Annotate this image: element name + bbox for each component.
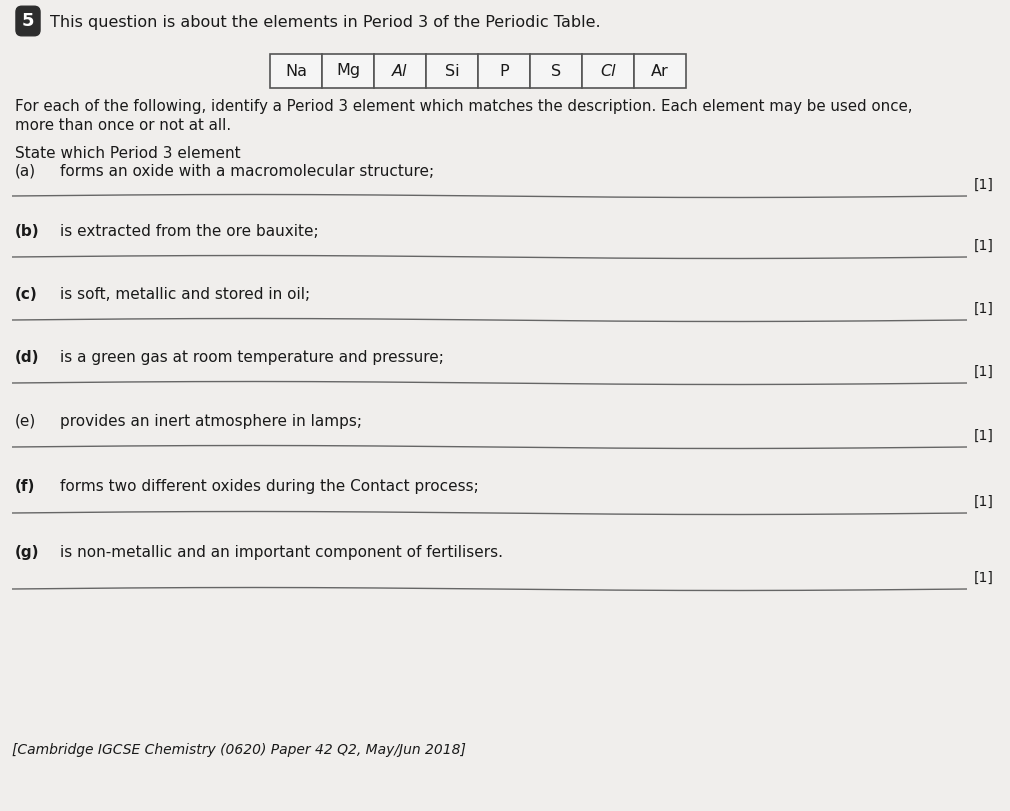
Text: (g): (g) (15, 545, 39, 560)
Text: Ar: Ar (651, 63, 669, 79)
Text: provides an inert atmosphere in lamps;: provides an inert atmosphere in lamps; (60, 414, 362, 429)
Text: [Cambridge IGCSE Chemistry (0620) Paper 42 Q2, May/Jun 2018]: [Cambridge IGCSE Chemistry (0620) Paper … (12, 743, 466, 757)
Text: [1]: [1] (974, 429, 994, 443)
Text: (d): (d) (15, 350, 39, 365)
Text: more than once or not at all.: more than once or not at all. (15, 118, 231, 133)
Text: [1]: [1] (974, 302, 994, 316)
Text: forms two different oxides during the Contact process;: forms two different oxides during the Co… (60, 479, 479, 494)
Text: [1]: [1] (974, 495, 994, 509)
Text: [1]: [1] (974, 365, 994, 379)
Text: (e): (e) (15, 414, 36, 429)
Text: State which Period 3 element: State which Period 3 element (15, 146, 240, 161)
Text: For each of the following, identify a Period 3 element which matches the descrip: For each of the following, identify a Pe… (15, 99, 912, 114)
Text: (a): (a) (15, 164, 36, 179)
Text: P: P (499, 63, 509, 79)
Text: S: S (550, 63, 562, 79)
Text: is extracted from the ore bauxite;: is extracted from the ore bauxite; (60, 224, 318, 239)
Text: is soft, metallic and stored in oil;: is soft, metallic and stored in oil; (60, 287, 310, 302)
Text: [1]: [1] (974, 239, 994, 253)
Bar (270, 54, 322, 88)
Text: 5: 5 (22, 12, 34, 30)
Text: [1]: [1] (974, 178, 994, 192)
Text: is a green gas at room temperature and pressure;: is a green gas at room temperature and p… (60, 350, 443, 365)
Text: forms an oxide with a macromolecular structure;: forms an oxide with a macromolecular str… (60, 164, 434, 179)
Text: Mg: Mg (336, 63, 360, 79)
Bar (478, 54, 530, 88)
Text: (c): (c) (15, 287, 37, 302)
Bar (374, 54, 426, 88)
Text: [1]: [1] (974, 571, 994, 585)
Text: (b): (b) (15, 224, 39, 239)
Text: Na: Na (285, 63, 307, 79)
Bar (634, 54, 686, 88)
Text: Si: Si (444, 63, 460, 79)
Text: Cl: Cl (600, 63, 616, 79)
Text: (f): (f) (15, 479, 35, 494)
Bar (426, 54, 478, 88)
Text: is non-metallic and an important component of fertilisers.: is non-metallic and an important compone… (60, 545, 503, 560)
Bar (322, 54, 374, 88)
Bar (582, 54, 634, 88)
Text: Al: Al (392, 63, 408, 79)
Bar (530, 54, 582, 88)
Text: This question is about the elements in Period 3 of the Periodic Table.: This question is about the elements in P… (50, 15, 601, 29)
